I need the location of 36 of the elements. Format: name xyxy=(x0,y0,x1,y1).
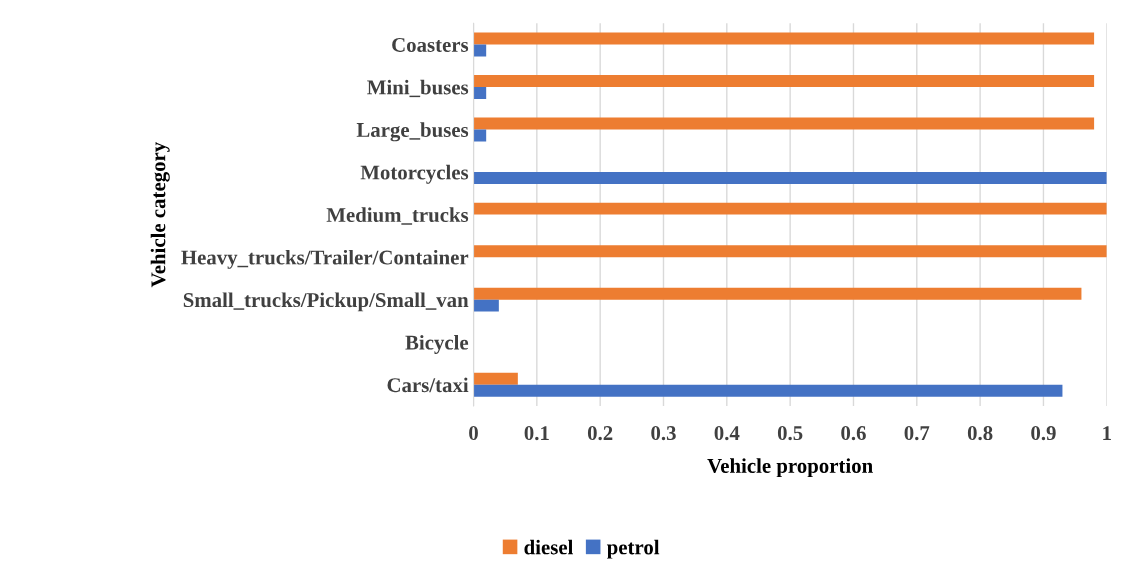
y-tick-label: Bicycle xyxy=(405,334,469,354)
bar xyxy=(473,117,1095,130)
x-tick-label: 0.5 xyxy=(777,426,803,441)
bar xyxy=(473,245,1107,258)
y-tick-label: Large_buses xyxy=(356,122,469,142)
x-tick-label: 0.3 xyxy=(651,426,676,441)
legend-label: diesel xyxy=(524,539,574,555)
bar xyxy=(473,384,1063,397)
y-tick-label: Coasters xyxy=(392,37,469,52)
x-tick-label: 0.6 xyxy=(841,426,866,441)
x-tick-label: 0.2 xyxy=(587,426,613,441)
bar xyxy=(473,299,499,312)
legend-label: petrol xyxy=(606,539,660,559)
x-axis-title: Vehicle proportion xyxy=(707,458,873,478)
x-tick-label: 1 xyxy=(1103,426,1111,440)
bar xyxy=(473,44,487,57)
y-tick-label: Medium_trucks xyxy=(326,207,469,225)
y-tick-label: Heavy_trucks/Trailer/Container xyxy=(181,249,469,269)
x-tick-label: 0 xyxy=(469,426,478,441)
x-tick-label: 0.7 xyxy=(904,426,930,441)
y-tick-label: Small_trucks/Pickup/Small_van xyxy=(183,292,469,312)
bar xyxy=(473,32,1095,45)
bar xyxy=(473,287,1082,300)
y-tick-label: Motorcycles xyxy=(360,164,469,184)
bar xyxy=(473,87,487,99)
bar xyxy=(473,202,1107,215)
y-tick-label: Cars/taxi xyxy=(387,377,469,393)
bar xyxy=(473,372,518,385)
bar xyxy=(473,172,1107,184)
y-tick-label: Mini_buses xyxy=(367,79,469,98)
x-tick-label: 0.9 xyxy=(1031,426,1056,441)
x-tick-label: 0.1 xyxy=(524,426,549,441)
x-tick-label: 0.4 xyxy=(714,426,740,441)
bar xyxy=(473,75,1095,87)
y-axis-title: Vehicle category xyxy=(150,142,170,288)
x-tick-label: 0.8 xyxy=(967,426,993,441)
